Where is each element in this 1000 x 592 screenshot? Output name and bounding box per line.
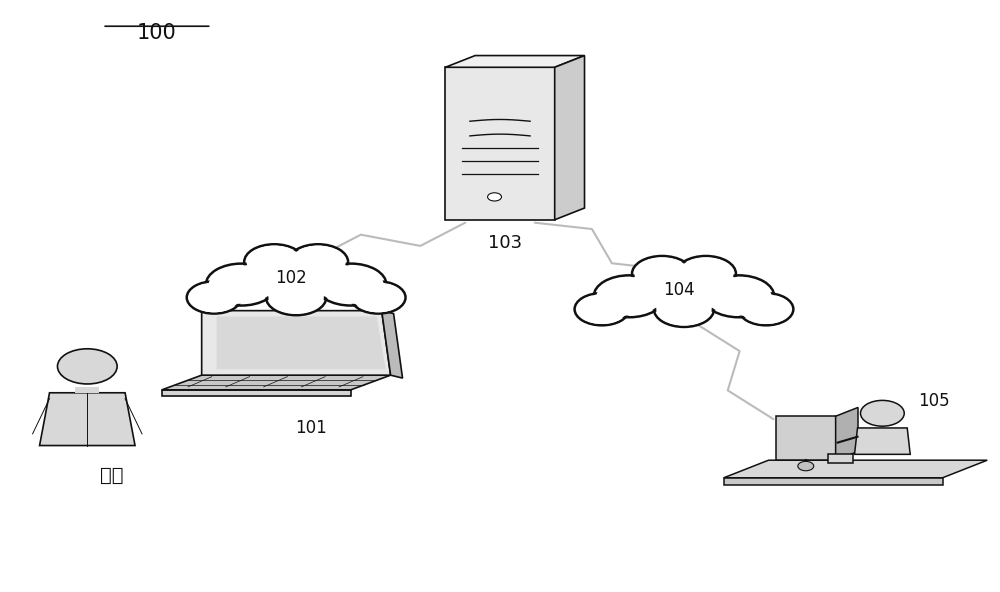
Circle shape — [575, 293, 629, 326]
Circle shape — [739, 293, 793, 326]
Text: 104: 104 — [663, 281, 695, 299]
Polygon shape — [40, 392, 135, 446]
Circle shape — [252, 252, 340, 304]
Circle shape — [187, 281, 241, 314]
Circle shape — [577, 294, 627, 324]
Polygon shape — [162, 375, 391, 390]
Circle shape — [206, 263, 277, 305]
Text: 101: 101 — [295, 419, 327, 437]
Circle shape — [353, 282, 403, 313]
Circle shape — [632, 256, 692, 291]
Circle shape — [640, 264, 728, 316]
Circle shape — [266, 280, 326, 315]
Polygon shape — [776, 416, 836, 460]
Circle shape — [247, 246, 302, 278]
Text: 102: 102 — [275, 269, 307, 287]
Circle shape — [594, 275, 665, 317]
Polygon shape — [724, 478, 943, 485]
Text: 105: 105 — [918, 392, 949, 410]
Circle shape — [654, 291, 714, 327]
Polygon shape — [724, 460, 987, 478]
Polygon shape — [445, 67, 555, 220]
Circle shape — [351, 281, 406, 314]
Circle shape — [678, 258, 734, 290]
Circle shape — [634, 258, 690, 290]
Circle shape — [189, 282, 239, 313]
Polygon shape — [445, 56, 585, 67]
Polygon shape — [555, 56, 585, 220]
Circle shape — [268, 281, 324, 314]
Circle shape — [209, 265, 274, 304]
Polygon shape — [382, 311, 403, 378]
Circle shape — [706, 277, 771, 316]
Circle shape — [256, 255, 336, 302]
Circle shape — [741, 294, 791, 324]
Text: 顧客: 顧客 — [100, 466, 124, 485]
Polygon shape — [162, 390, 351, 395]
Circle shape — [488, 193, 501, 201]
Polygon shape — [217, 317, 386, 369]
Polygon shape — [855, 428, 910, 454]
Circle shape — [798, 461, 814, 471]
Circle shape — [244, 244, 304, 280]
Polygon shape — [828, 454, 853, 463]
Circle shape — [318, 265, 384, 304]
Circle shape — [57, 349, 117, 384]
Circle shape — [860, 400, 904, 426]
Polygon shape — [836, 407, 858, 460]
Text: 100: 100 — [137, 23, 177, 43]
Text: 103: 103 — [488, 234, 522, 252]
Circle shape — [290, 246, 346, 278]
Circle shape — [656, 293, 712, 326]
Circle shape — [676, 256, 736, 291]
Circle shape — [597, 277, 662, 316]
Polygon shape — [75, 387, 99, 392]
Circle shape — [315, 263, 386, 305]
Polygon shape — [202, 311, 391, 375]
Circle shape — [288, 244, 348, 280]
Circle shape — [644, 266, 724, 314]
Circle shape — [703, 275, 774, 317]
